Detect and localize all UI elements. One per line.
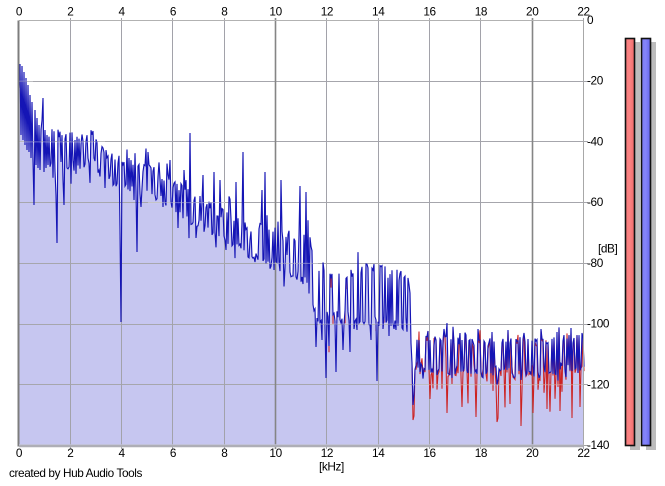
svg-text:8: 8 (221, 5, 228, 19)
svg-text:12: 12 (321, 5, 333, 19)
svg-text:8: 8 (221, 446, 228, 460)
svg-text:-120: -120 (587, 377, 610, 391)
svg-text:-100: -100 (587, 317, 610, 331)
svg-text:18: 18 (475, 446, 488, 460)
svg-text:-140: -140 (587, 438, 610, 452)
svg-text:-20: -20 (587, 74, 604, 88)
svg-text:0: 0 (16, 5, 23, 19)
svg-text:14: 14 (372, 5, 385, 19)
svg-text:16: 16 (423, 5, 436, 19)
svg-text:16: 16 (423, 446, 436, 460)
svg-text:-40: -40 (587, 134, 604, 148)
svg-text:18: 18 (475, 5, 488, 19)
svg-text:10: 10 (269, 5, 282, 19)
svg-text:6: 6 (170, 5, 177, 19)
svg-text:0: 0 (587, 13, 594, 27)
svg-text:2: 2 (67, 446, 73, 460)
svg-text:20: 20 (526, 446, 539, 460)
svg-text:4: 4 (119, 446, 126, 460)
svg-text:10: 10 (269, 446, 282, 460)
svg-text:[dB]: [dB] (598, 242, 618, 256)
svg-text:2: 2 (67, 5, 73, 19)
svg-text:4: 4 (119, 5, 126, 19)
svg-text:22: 22 (577, 446, 589, 460)
svg-text:-80: -80 (587, 256, 604, 270)
svg-text:20: 20 (526, 5, 539, 19)
svg-text:-60: -60 (587, 195, 604, 209)
svg-text:0: 0 (16, 446, 23, 460)
svg-text:created by Hub Audio Tools: created by Hub Audio Tools (9, 466, 143, 480)
svg-text:22: 22 (577, 5, 589, 19)
svg-text:14: 14 (372, 446, 385, 460)
svg-text:6: 6 (170, 446, 177, 460)
svg-text:[kHz]: [kHz] (319, 460, 344, 474)
svg-text:12: 12 (321, 446, 333, 460)
